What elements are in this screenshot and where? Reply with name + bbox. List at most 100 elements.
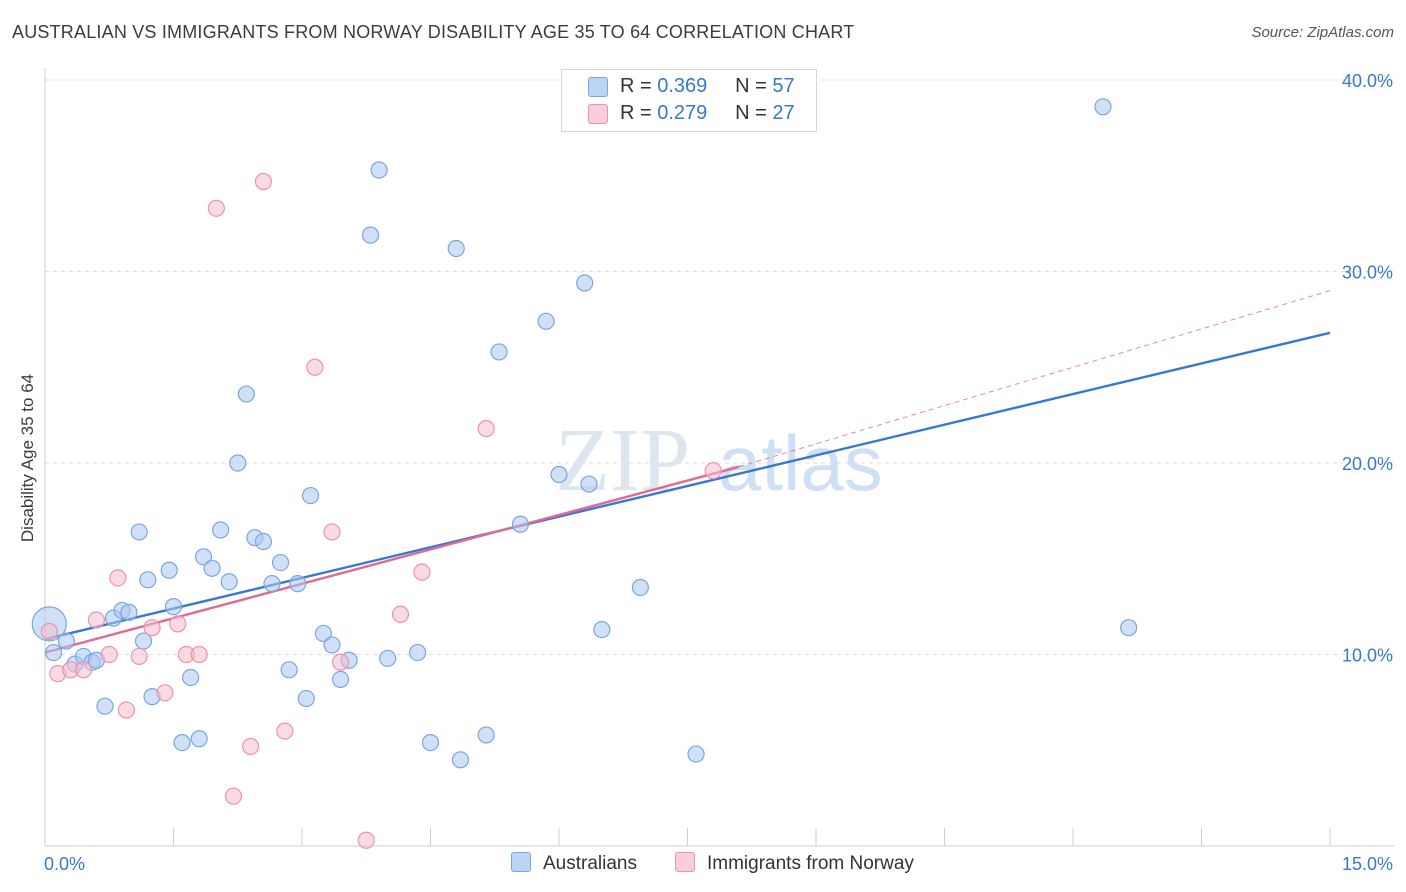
point-australians bbox=[593, 621, 611, 639]
legend-swatch-pink bbox=[588, 104, 608, 124]
point-australians bbox=[271, 553, 290, 572]
point-australians bbox=[237, 385, 255, 403]
data-points bbox=[31, 98, 1138, 849]
point-australians bbox=[1094, 98, 1112, 116]
point-australians bbox=[370, 161, 388, 179]
point-norway bbox=[190, 645, 208, 664]
legend-swatch-pink bbox=[675, 852, 695, 872]
axes bbox=[44, 68, 1394, 847]
point-australians bbox=[631, 578, 649, 597]
trendline-norway bbox=[44, 465, 740, 654]
legend-n-value: 57 bbox=[772, 75, 795, 97]
point-australians bbox=[280, 661, 298, 679]
point-norway bbox=[130, 647, 148, 666]
point-australians bbox=[580, 475, 598, 493]
legend-r-label: R = bbox=[620, 75, 652, 97]
point-norway bbox=[100, 645, 118, 664]
point-norway bbox=[242, 737, 260, 756]
point-australians bbox=[120, 603, 138, 621]
point-norway bbox=[169, 615, 187, 633]
point-australians bbox=[190, 730, 208, 748]
point-norway bbox=[254, 172, 273, 191]
y-tick-label: 20.0% bbox=[1342, 454, 1393, 474]
point-australians bbox=[164, 598, 183, 616]
point-norway bbox=[74, 661, 93, 679]
point-norway bbox=[143, 619, 161, 637]
legend-r-value: 0.369 bbox=[657, 75, 708, 97]
point-australians bbox=[160, 561, 178, 579]
point-australians bbox=[220, 573, 238, 591]
series-legend-norway: Immigrants from Norway bbox=[675, 852, 914, 875]
point-norway bbox=[477, 419, 495, 438]
point-norway bbox=[413, 563, 431, 581]
point-norway bbox=[224, 787, 243, 805]
y-tick-label: 30.0% bbox=[1342, 263, 1393, 283]
grid-lines bbox=[45, 79, 1394, 655]
legend-n-label: N = bbox=[735, 102, 767, 124]
watermark-zip: ZIP bbox=[555, 411, 690, 510]
point-australians bbox=[687, 745, 705, 763]
point-australians bbox=[314, 624, 333, 643]
point-australians bbox=[96, 697, 114, 715]
point-norway bbox=[156, 684, 174, 702]
point-norway bbox=[276, 722, 294, 740]
legend-r-value: 0.279 bbox=[657, 102, 708, 124]
point-australians bbox=[194, 548, 213, 566]
point-australians bbox=[511, 515, 530, 533]
trend-lines bbox=[44, 290, 1331, 654]
point-australians bbox=[447, 239, 465, 258]
x-tick-label: 0.0% bbox=[44, 854, 85, 874]
point-australians bbox=[331, 670, 350, 688]
legend-n-label: N = bbox=[735, 75, 767, 97]
point-norway bbox=[87, 611, 106, 629]
point-australians bbox=[323, 636, 341, 654]
y-axis-label: Disability Age 35 to 64 bbox=[18, 374, 37, 542]
legend-swatch-blue bbox=[588, 77, 608, 97]
series-legend-australians: Australians bbox=[511, 852, 637, 875]
point-australians bbox=[289, 575, 307, 593]
point-australians bbox=[203, 559, 221, 577]
point-norway bbox=[40, 622, 58, 641]
point-australians bbox=[212, 521, 230, 539]
series-name: Australians bbox=[543, 853, 637, 874]
point-australians bbox=[44, 643, 63, 662]
point-norway bbox=[704, 462, 722, 480]
point-australians bbox=[451, 751, 470, 769]
point-australians bbox=[550, 465, 568, 484]
point-norway bbox=[109, 569, 127, 587]
series-name: Immigrants from Norway bbox=[707, 853, 914, 874]
point-norway bbox=[331, 653, 350, 671]
point-norway bbox=[117, 701, 135, 719]
point-norway bbox=[391, 605, 410, 623]
point-australians bbox=[409, 643, 427, 662]
chart-title: AUSTRALIAN VS IMMIGRANTS FROM NORWAY DIS… bbox=[12, 22, 855, 42]
point-australians bbox=[379, 649, 397, 667]
point-australians bbox=[139, 571, 157, 589]
x-tick-label: 15.0% bbox=[1342, 854, 1393, 874]
point-norway bbox=[357, 831, 375, 849]
legend-n-value: 27 bbox=[772, 102, 795, 124]
point-australians bbox=[57, 632, 76, 650]
point-australians bbox=[361, 226, 380, 244]
point-australians bbox=[490, 343, 508, 361]
tick-labels: 10.0% 20.0% 30.0% 40.0% 0.0% 15.0% bbox=[44, 71, 1393, 874]
watermark: ZIP atlas bbox=[555, 411, 883, 510]
point-australians bbox=[537, 312, 555, 330]
point-australians bbox=[173, 733, 191, 752]
point-norway bbox=[323, 523, 341, 541]
point-norway bbox=[207, 199, 225, 217]
source-label: Source: ZipAtlas.com bbox=[1251, 24, 1394, 41]
trendline-australians bbox=[44, 331, 1331, 641]
trendline-norway-extension bbox=[738, 290, 1331, 468]
point-australians bbox=[263, 575, 281, 593]
point-australians bbox=[229, 454, 247, 472]
point-australians bbox=[576, 274, 594, 292]
point-australians bbox=[130, 523, 148, 541]
y-tick-label: 10.0% bbox=[1342, 646, 1393, 666]
point-australians bbox=[1120, 619, 1138, 637]
point-australians bbox=[421, 733, 440, 752]
point-australians bbox=[182, 668, 200, 687]
watermark-atlas: atlas bbox=[718, 419, 883, 507]
correlation-legend: R = 0.369 N = 57 R = 0.279 N = 27 bbox=[561, 69, 817, 132]
